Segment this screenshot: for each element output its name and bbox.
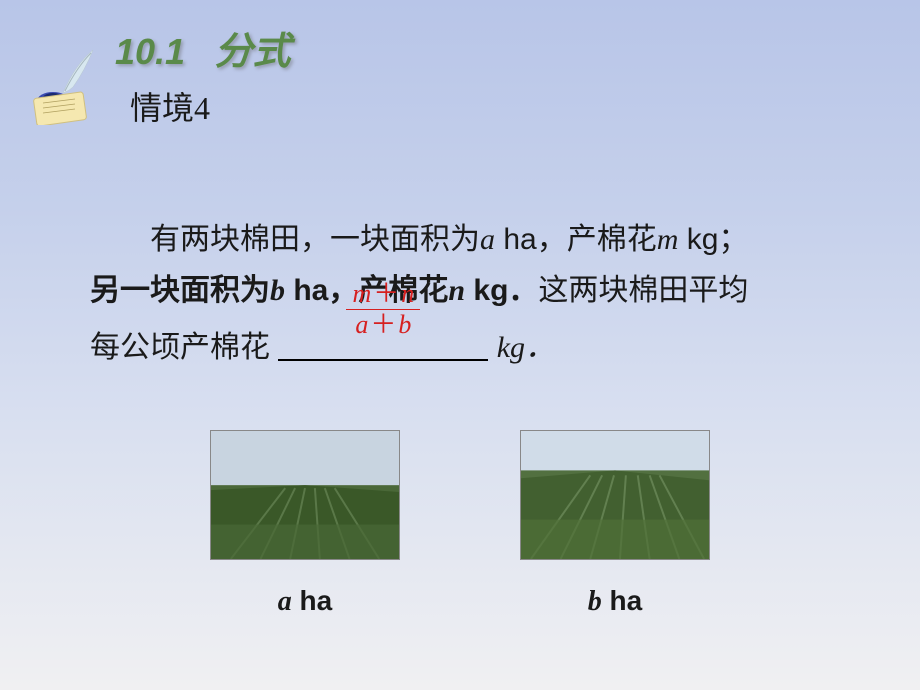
variable-m: m (657, 223, 679, 256)
text-bold: ． (508, 274, 538, 307)
quill-inkpot-icon (25, 45, 105, 125)
cotton-field-b-image (520, 430, 710, 560)
images-row: a ha b ha (0, 430, 920, 618)
problem-text: 有两块棉田，一块面积为a ha，产棉花m kg； 另一块面积为b ha，产棉花n… (90, 214, 830, 375)
variable-a: a (480, 223, 495, 256)
text: 这两块棉田平均 (538, 274, 748, 307)
unit: kg (465, 274, 508, 307)
slide-subtitle: 情境4 (130, 83, 920, 129)
caption-b: b ha (588, 585, 642, 618)
cotton-field-a-image (210, 430, 400, 560)
field-a-block: a ha (210, 430, 400, 618)
fraction-denominator: a＋b (351, 311, 415, 340)
unit: ha (285, 274, 328, 307)
field-b-block: b ha (520, 430, 710, 618)
caption-a: a ha (278, 585, 332, 618)
text: ，产棉花 (537, 223, 657, 256)
unit: ha (495, 223, 537, 256)
unit: kg (678, 223, 718, 256)
answer-fraction: m＋n a＋b (346, 280, 420, 340)
section-title: 分式 (215, 20, 291, 75)
text: ； (718, 223, 748, 256)
unit: kg． (497, 331, 555, 364)
variable-n: n (448, 274, 465, 307)
section-number: 10.1 (115, 31, 185, 73)
fraction-numerator: m＋n (348, 280, 418, 309)
text-bold: 另一块面积为 (90, 274, 270, 307)
text: 每公顷产棉花 (90, 331, 278, 364)
answer-blank: m＋n a＋b (278, 324, 488, 375)
slide-header: 10.1 分式 情境4 (0, 0, 920, 129)
text: 有两块棉田，一块面积为 (150, 223, 480, 256)
variable-b: b (270, 274, 285, 307)
